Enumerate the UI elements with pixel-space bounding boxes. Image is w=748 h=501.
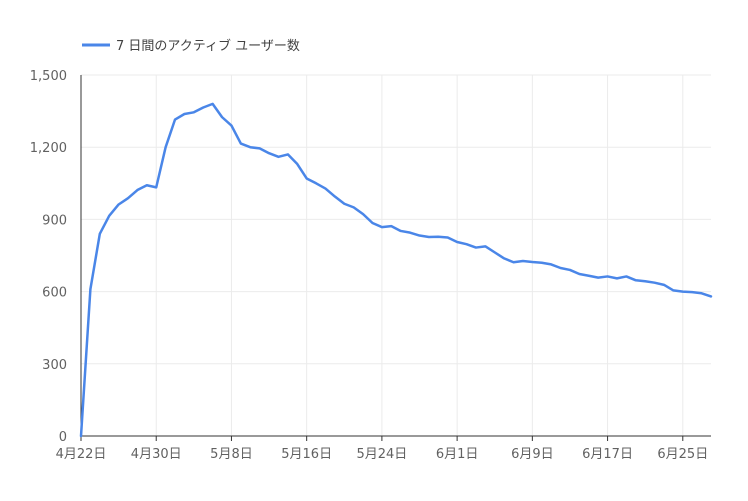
y-tick-label: 900 (42, 213, 67, 228)
x-axis-tick-labels: 4月22日 4月30日 5月8日 5月16日 5月24日 6月1日 6月9日 6月17日 6月2… (56, 447, 709, 462)
x-tick-label: 4月22日 (56, 447, 107, 462)
grid-lines (81, 74, 711, 436)
x-tick-label: 5月16日 (281, 447, 332, 462)
x-tick-label: 6月17日 (582, 447, 633, 462)
x-tick-label: 6月9日 (511, 447, 554, 462)
y-tick-label: 300 (42, 358, 67, 373)
x-tick-label: 6月25日 (657, 447, 708, 462)
axes (80, 75, 711, 441)
legend-label: 7 日間のアクティブ ユーザー数 (116, 38, 300, 54)
x-tick-label: 5月8日 (210, 447, 253, 462)
legend[interactable]: 7 日間のアクティブ ユーザー数 (82, 38, 300, 54)
series-line-active-users[interactable] (79, 102, 713, 438)
x-tick-label: 5月24日 (356, 447, 407, 462)
series-layer (79, 102, 713, 438)
x-tick-label: 6月1日 (436, 447, 479, 462)
y-axis-tick-labels: 0 300 600 900 1,200 1,500 (30, 69, 67, 445)
y-tick-label: 600 (42, 286, 67, 301)
y-tick-label: 0 (59, 430, 67, 445)
x-tick-label: 4月30日 (131, 447, 182, 462)
y-tick-label: 1,500 (30, 69, 67, 84)
y-tick-label: 1,200 (30, 141, 67, 156)
